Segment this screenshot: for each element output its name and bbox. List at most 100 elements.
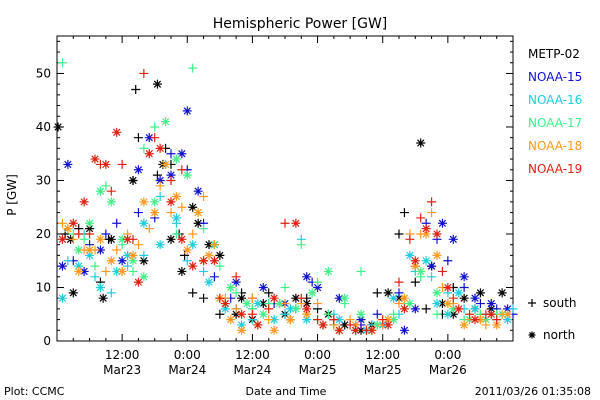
- south-point: [112, 245, 122, 255]
- north-point: [166, 234, 176, 244]
- north-point: [182, 106, 192, 116]
- north-point: [144, 133, 154, 143]
- north-point: [139, 272, 149, 282]
- north-point: [166, 170, 176, 180]
- south-point: [432, 309, 442, 319]
- legend-item: NOAA-16: [528, 93, 582, 107]
- south-point: [264, 304, 274, 314]
- south-point: [106, 186, 116, 196]
- south-point: [280, 309, 290, 319]
- x-tick-time: 12:00: [105, 348, 140, 362]
- north-point: [177, 234, 187, 244]
- north-point: [486, 299, 496, 309]
- north-point: [193, 208, 203, 218]
- south-point: [329, 315, 339, 325]
- legend-item: NOAA-15: [528, 70, 582, 84]
- legend-item: NOAA-18: [528, 139, 582, 153]
- south-point: [150, 122, 160, 132]
- south-point: [57, 58, 67, 68]
- north-point: [253, 320, 263, 330]
- north-point: [57, 234, 67, 244]
- x-tick-date: Mar24: [168, 363, 206, 377]
- north-point: [226, 282, 236, 292]
- north-point: [117, 266, 127, 276]
- north-point: [204, 250, 214, 260]
- south-point: [378, 315, 388, 325]
- north-point: [416, 138, 426, 148]
- south-point: [117, 159, 127, 169]
- north-point: [95, 186, 105, 196]
- north-point: [432, 288, 442, 298]
- north-point: [220, 299, 230, 309]
- north-point: [155, 175, 165, 185]
- north-point: [416, 266, 426, 276]
- north-point: [269, 293, 279, 303]
- north-point: [470, 315, 480, 325]
- north-point: [399, 304, 409, 314]
- north-point: [237, 293, 247, 303]
- north-point: [399, 293, 409, 303]
- north-point: [410, 304, 420, 314]
- north-point: [220, 304, 230, 314]
- south-point: [139, 143, 149, 153]
- north-point: [323, 266, 333, 276]
- north-point: [68, 218, 78, 228]
- north-point: [117, 256, 127, 266]
- north-point: [85, 218, 95, 228]
- y-axis: 0 10 20 30 40 50: [36, 40, 513, 348]
- north-point: [405, 299, 415, 309]
- north-point: [302, 272, 312, 282]
- south-point: [166, 175, 176, 185]
- south-point: [209, 240, 219, 250]
- north-point: [454, 304, 464, 314]
- north-point: [503, 304, 513, 314]
- south-point: [280, 282, 290, 292]
- north-point: [204, 277, 214, 287]
- x-tick-date: Mar25: [364, 363, 402, 377]
- north-point: [421, 224, 431, 234]
- south-point: [131, 85, 141, 95]
- north-point: [85, 245, 95, 255]
- north-point: [95, 234, 105, 244]
- north-point: [437, 218, 447, 228]
- north-point: [334, 293, 344, 303]
- south-point: [133, 240, 143, 250]
- south-point: [133, 208, 143, 218]
- hemisphere-label: south: [543, 296, 577, 310]
- north-point: [155, 240, 165, 250]
- north-point: [481, 315, 491, 325]
- x-tick-date: Mar25: [299, 363, 337, 377]
- north-point: [144, 149, 154, 159]
- north-point: [334, 315, 344, 325]
- north-point: [209, 256, 219, 266]
- south-point: [394, 229, 404, 239]
- south-point: [437, 266, 447, 276]
- series-metp-02: [53, 79, 507, 335]
- series-noaa-19: [57, 68, 502, 335]
- north-point: [399, 325, 409, 335]
- x-tick-time: 0:00: [304, 348, 331, 362]
- north-point: [302, 299, 312, 309]
- chart-title: Hemispheric Power [GW]: [213, 16, 388, 32]
- north-point: [427, 261, 437, 271]
- north-point: [459, 272, 469, 282]
- north-point: [79, 197, 89, 207]
- south-point: [123, 261, 133, 271]
- south-point: [128, 266, 138, 276]
- north-point: [432, 229, 442, 239]
- south-point: [443, 256, 453, 266]
- north-point: [237, 309, 247, 319]
- north-point: [475, 288, 485, 298]
- north-point: [63, 159, 73, 169]
- north-point: [405, 250, 415, 260]
- south-point: [101, 181, 111, 191]
- series-noaa-15: [57, 106, 518, 335]
- north-point: [112, 266, 122, 276]
- south-point: [399, 208, 409, 218]
- north-point: [106, 197, 116, 207]
- south-point: [150, 133, 160, 143]
- timestamp: 2011/03/26 01:35:08: [475, 385, 591, 398]
- north-point: [177, 266, 187, 276]
- north-point: [188, 240, 198, 250]
- north-point: [269, 315, 279, 325]
